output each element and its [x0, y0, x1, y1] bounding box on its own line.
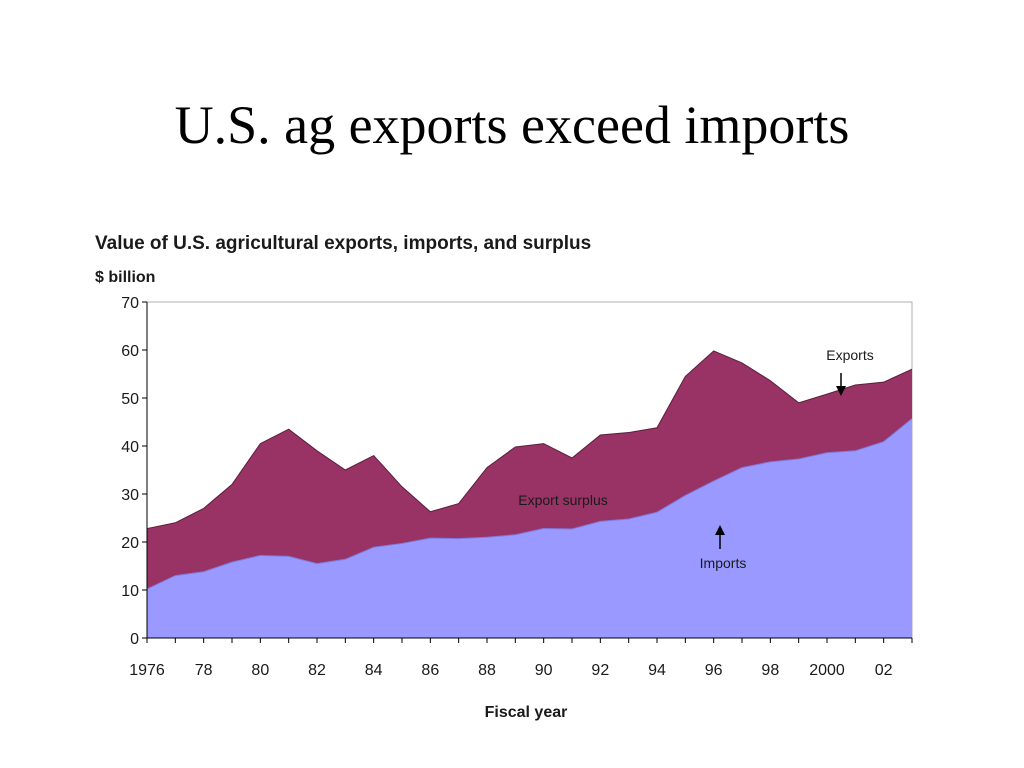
- slide-title: U.S. ag exports exceed imports: [174, 95, 850, 155]
- y-tick-label: 30: [121, 487, 139, 504]
- y-tick-label: 10: [121, 583, 139, 600]
- area-imports: [147, 418, 912, 638]
- x-tick-label: 02: [875, 662, 893, 679]
- y-tick-label: 60: [121, 343, 139, 360]
- x-tick-label: 84: [365, 662, 383, 679]
- imports-arrow-icon: [715, 525, 725, 549]
- x-tick-label: 98: [761, 662, 779, 679]
- plot-area: 0 10 20 30 40 50 60 70 1976 78 80 82 84 86 88 90 92 94 96 9…: [121, 295, 913, 679]
- x-tick-label: 88: [478, 662, 496, 679]
- y-tick-label: 40: [121, 439, 139, 456]
- annotation-exports: Exports: [826, 347, 873, 363]
- exports-arrow-icon: [836, 373, 846, 396]
- line-imports: [146, 418, 913, 590]
- chart-title: Value of U.S. agricultural exports, impo…: [95, 233, 591, 254]
- x-tick-label: 96: [705, 662, 723, 679]
- x-tick-label: 80: [251, 662, 269, 679]
- annotation-export-surplus: Export surplus: [518, 492, 607, 508]
- x-tick-label: 92: [591, 662, 609, 679]
- y-tick-label: 70: [121, 295, 139, 312]
- annotation-imports: Imports: [700, 555, 747, 571]
- x-tick-label: 1976: [129, 662, 165, 679]
- y-tick-label: 0: [130, 631, 139, 648]
- x-tick-label: 86: [421, 662, 439, 679]
- x-tick-label: 78: [195, 662, 213, 679]
- x-tick-label: 90: [535, 662, 553, 679]
- y-tick-label: 20: [121, 535, 139, 552]
- line-exports: [146, 350, 913, 530]
- y-unit-label: $ billion: [95, 269, 155, 286]
- x-tick-label: 94: [648, 662, 666, 679]
- x-tick-label: 82: [308, 662, 326, 679]
- y-tick-label: 50: [121, 391, 139, 408]
- x-tick-label: 2000: [809, 662, 845, 679]
- x-axis-title: Fiscal year: [485, 704, 568, 721]
